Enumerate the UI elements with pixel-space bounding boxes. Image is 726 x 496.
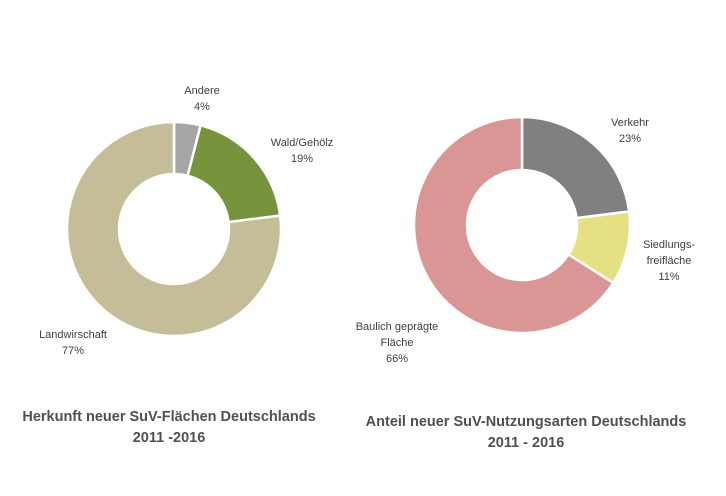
slice-value-label: 11% (658, 271, 679, 283)
slice-value-label: 19% (291, 153, 313, 165)
slice-value-label: 23% (619, 133, 641, 145)
donut-chart-herkunft: Andere 4% Wald/Gehölz 19% Landwirschaft 77% (39, 85, 333, 357)
slice-label-baulich-gepragte-flache: Baulich geprägte Fläche 66% (356, 321, 439, 365)
slice-wald-geholz (186, 124, 282, 224)
slice-verkehr (520, 115, 631, 220)
chart-subtitle-herkunft: 2011 -2016 (132, 430, 206, 446)
slice-category-label: Wald/Gehölz (271, 137, 334, 149)
slice-label-andere: Andere 4% (184, 85, 219, 113)
slice-category-label: Landwirschaft (39, 329, 107, 341)
slice-label-wald-geholz: Wald/Gehölz 19% (271, 137, 334, 165)
slice-label-verkehr: Verkehr 23% (611, 117, 649, 145)
slice-label-landwirschaft: Landwirschaft 77% (39, 329, 107, 357)
slice-category-label: Baulich geprägte (356, 321, 439, 333)
slice-value-label: 66% (386, 353, 408, 365)
slice-landwirschaft (65, 120, 283, 338)
slice-category-label: Siedlungs- (643, 239, 695, 251)
slice-baulich-gepragte-flache (412, 115, 615, 335)
chart-title-herkunft: Herkunft neuer SuV-Flächen Deutschlands … (0, 407, 338, 449)
slice-label-siedlungs-freiflache: Siedlungs-freifläche 11% (643, 239, 695, 283)
slice-category-label: freifläche (647, 255, 692, 267)
slice-category-label: Andere (184, 85, 219, 97)
slice-value-label: 77% (62, 345, 84, 357)
donut-chart-nutzungsarten: Verkehr 23% Siedlungs-freifläche 11% Baulich… (356, 115, 695, 365)
chart-title-nutzungsarten: Anteil neuer SuV-Nutzungsarten Deutschla… (346, 412, 706, 454)
slice-category-label: Verkehr (611, 117, 649, 129)
chart-title-nutzungsarten-line1: Anteil neuer SuV-Nutzungsarten Deutschla… (365, 414, 687, 430)
chart-title-herkunft-line1: Herkunft neuer SuV-Flächen Deutschlands (22, 409, 316, 425)
chart-subtitle-nutzungsarten: 2011 - 2016 (487, 435, 565, 451)
slice-value-label: 4% (194, 101, 210, 113)
slice-category-label: Fläche (380, 337, 413, 349)
